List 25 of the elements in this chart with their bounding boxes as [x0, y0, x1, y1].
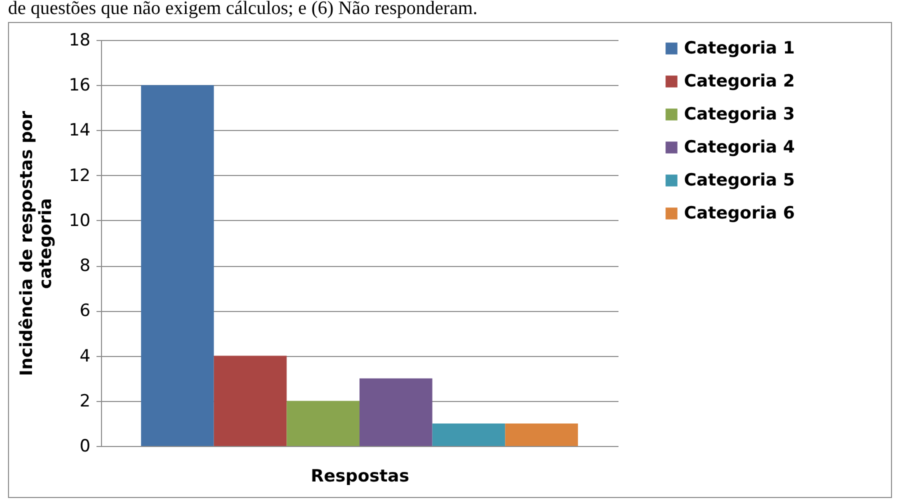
legend-label: Categoria 2 — [684, 72, 795, 92]
y-tick-label: 10 — [68, 210, 90, 231]
bar — [432, 423, 506, 446]
bar — [505, 423, 578, 446]
legend-label: Categoria 4 — [684, 138, 796, 158]
bar — [214, 356, 287, 446]
y-tick-label: 6 — [80, 301, 90, 322]
y-tick-label: 12 — [68, 166, 90, 186]
y-tick-label: 14 — [68, 120, 90, 141]
x-axis-title: Respostas — [310, 466, 410, 486]
bar — [141, 85, 214, 446]
legend-label: Categoria 3 — [684, 104, 795, 124]
text: de questões que não exigem cálculos; e (6) Não responderam. — [7, 0, 479, 19]
y-tick-label: 18 — [68, 30, 90, 50]
y-axis-title: Incidência de respostas por categoria — [16, 110, 56, 376]
y-tick-label: 2 — [80, 391, 90, 412]
legend-label: Categoria 1 — [684, 38, 795, 58]
legend-label: Categoria 6 — [684, 204, 795, 224]
y-tick-label: 16 — [68, 76, 90, 96]
bar — [360, 378, 432, 446]
y-tick-label: 0 — [80, 436, 90, 456]
y-tick-label: 4 — [80, 346, 90, 366]
bar — [286, 400, 360, 446]
y-tick-label: 8 — [80, 256, 90, 276]
legend-label: Categoria 5 — [684, 170, 795, 190]
